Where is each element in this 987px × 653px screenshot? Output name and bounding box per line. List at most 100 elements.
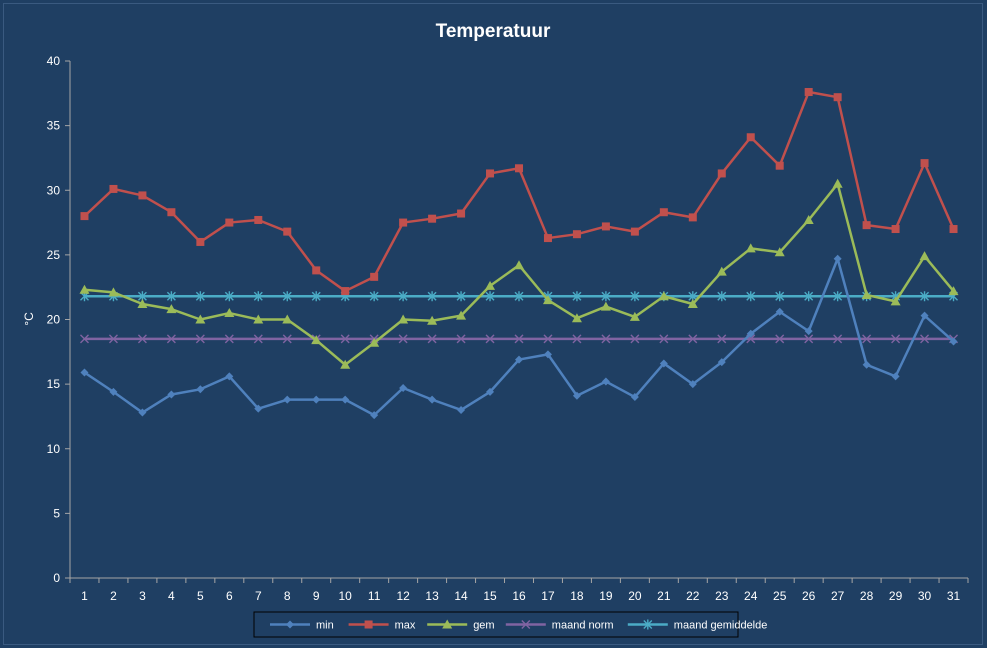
x-tick-label: 13 bbox=[425, 589, 439, 603]
x-tick-label: 30 bbox=[918, 589, 932, 603]
data-point bbox=[746, 291, 756, 302]
data-point bbox=[572, 230, 581, 239]
y-tick-label: 10 bbox=[47, 442, 61, 456]
x-tick-label: 10 bbox=[339, 589, 353, 603]
data-point bbox=[630, 393, 639, 402]
data-point bbox=[457, 405, 466, 414]
x-tick-label: 2 bbox=[110, 589, 117, 603]
data-point bbox=[456, 310, 467, 320]
data-point bbox=[442, 619, 453, 629]
y-axis-label: °C bbox=[22, 312, 36, 326]
data-point bbox=[195, 334, 205, 344]
legend-label: max bbox=[395, 620, 416, 632]
data-point bbox=[369, 291, 379, 302]
data-point bbox=[370, 272, 379, 281]
x-tick-label: 19 bbox=[599, 589, 613, 603]
data-point bbox=[688, 213, 697, 222]
data-point bbox=[543, 334, 553, 344]
data-point bbox=[428, 395, 437, 404]
data-point bbox=[225, 218, 234, 227]
x-tick-label: 20 bbox=[628, 589, 642, 603]
data-point bbox=[515, 355, 523, 364]
y-tick-label: 15 bbox=[47, 377, 61, 391]
data-point bbox=[108, 287, 119, 297]
data-point bbox=[340, 359, 351, 369]
data-point bbox=[195, 314, 206, 324]
x-tick-label: 15 bbox=[483, 589, 497, 603]
data-point bbox=[833, 291, 843, 302]
data-point bbox=[196, 237, 205, 246]
data-point bbox=[688, 380, 697, 389]
data-point bbox=[630, 227, 639, 236]
data-point bbox=[746, 133, 755, 142]
data-point bbox=[514, 291, 524, 302]
y-tick-label: 40 bbox=[47, 54, 61, 68]
data-point bbox=[485, 334, 495, 344]
data-point bbox=[286, 620, 294, 629]
data-point bbox=[515, 164, 523, 173]
data-point bbox=[891, 225, 900, 234]
x-tick-label: 4 bbox=[168, 589, 175, 603]
data-point bbox=[775, 307, 784, 316]
chart-border bbox=[3, 3, 983, 645]
data-point bbox=[79, 334, 89, 344]
series-layer bbox=[79, 88, 959, 420]
data-point bbox=[398, 291, 408, 302]
data-point bbox=[282, 334, 292, 344]
data-point bbox=[601, 222, 610, 231]
data-point bbox=[399, 218, 408, 227]
data-point bbox=[775, 291, 785, 302]
y-tick-label: 35 bbox=[47, 119, 61, 133]
data-point bbox=[312, 266, 321, 275]
data-point bbox=[427, 315, 438, 325]
data-point bbox=[746, 329, 755, 338]
data-point bbox=[630, 291, 640, 302]
data-point bbox=[804, 88, 813, 97]
data-point bbox=[717, 169, 726, 178]
data-point bbox=[253, 314, 264, 324]
legend-label: gem bbox=[473, 620, 494, 632]
x-axis-ticks: 1 2 3 4 5 6 7 8 9 10 11 12 13 14 15 16 17 18 19 20 21 22 23 24 2… bbox=[69, 578, 969, 603]
x-tick-label: 25 bbox=[773, 589, 787, 603]
data-point bbox=[399, 384, 408, 393]
data-point bbox=[196, 385, 205, 394]
data-point bbox=[137, 298, 148, 308]
x-tick-label: 12 bbox=[396, 589, 410, 603]
legend-label: min bbox=[316, 620, 334, 632]
data-point bbox=[832, 178, 843, 188]
data-point bbox=[514, 260, 524, 270]
data-point bbox=[658, 291, 669, 301]
data-point bbox=[138, 191, 147, 200]
data-point bbox=[717, 358, 726, 367]
data-point bbox=[948, 286, 959, 296]
data-point bbox=[167, 208, 176, 217]
x-tick-label: 1 bbox=[81, 589, 88, 603]
data-point bbox=[804, 327, 813, 336]
data-point bbox=[485, 280, 496, 290]
data-point bbox=[572, 334, 582, 344]
y-tick-label: 20 bbox=[47, 313, 61, 327]
data-point bbox=[428, 214, 437, 223]
data-point bbox=[486, 169, 495, 178]
data-point bbox=[919, 251, 930, 261]
x-tick-label: 3 bbox=[139, 589, 146, 603]
data-point bbox=[629, 311, 640, 321]
series-gem bbox=[79, 178, 959, 369]
chart-title: Temperatuur bbox=[436, 21, 551, 42]
data-point bbox=[370, 411, 379, 420]
data-point bbox=[456, 334, 466, 344]
legend-item-gem: gem bbox=[427, 619, 495, 632]
data-point bbox=[862, 334, 872, 344]
data-point bbox=[717, 334, 727, 344]
data-point bbox=[80, 368, 89, 377]
data-point bbox=[341, 287, 350, 296]
data-point bbox=[79, 284, 90, 294]
x-tick-label: 9 bbox=[313, 589, 320, 603]
data-point bbox=[543, 234, 552, 243]
data-point bbox=[427, 291, 437, 302]
data-point bbox=[862, 221, 871, 230]
data-point bbox=[457, 209, 466, 218]
data-point bbox=[282, 291, 292, 302]
data-point bbox=[166, 291, 176, 302]
data-point bbox=[109, 184, 118, 193]
